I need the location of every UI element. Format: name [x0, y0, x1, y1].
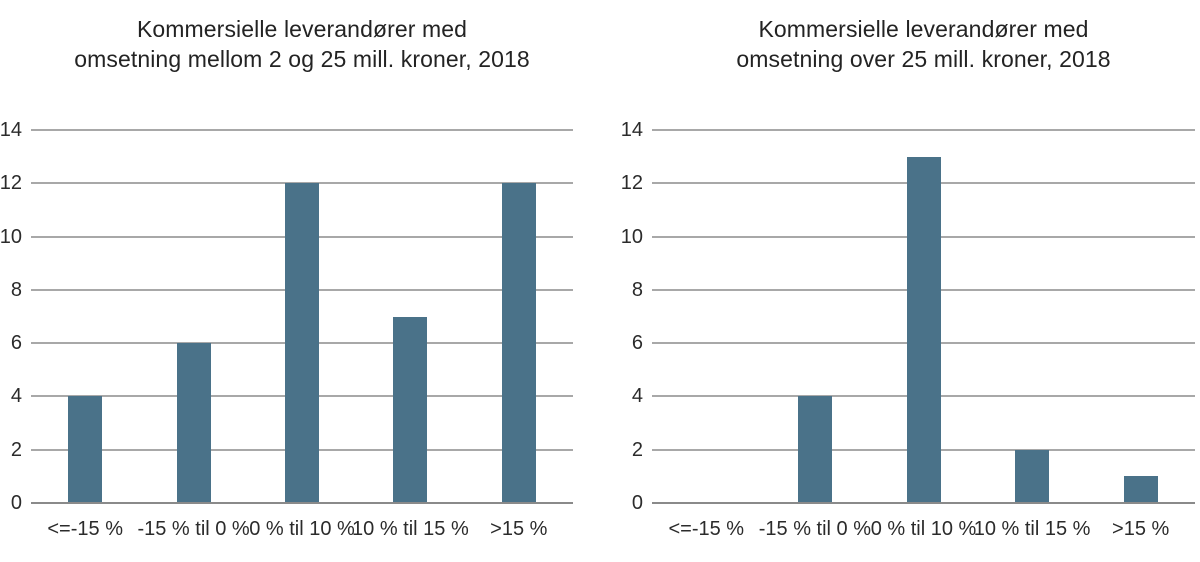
y-tick-label: 14 — [620, 119, 643, 141]
x-tick-label: <=-15 % — [47, 518, 123, 540]
chart-left-title: Kommersielle leverandører med omsetning … — [31, 14, 573, 74]
x-axis-line — [31, 502, 573, 504]
bar — [502, 183, 536, 503]
x-tick-label: -15 % til 0 % — [758, 518, 872, 540]
y-tick-label: 10 — [620, 225, 643, 248]
y-tick-label: 2 — [10, 438, 22, 461]
chart-right-plot-area — [652, 129, 1195, 504]
y-tick-label: 4 — [631, 385, 643, 408]
x-tick-label: >15 % — [490, 518, 548, 540]
gridline — [652, 129, 1195, 131]
bar — [177, 343, 211, 503]
x-tick-label: <=-15 % — [668, 518, 745, 540]
bar — [393, 316, 427, 503]
y-tick-label: 4 — [10, 385, 22, 408]
chart-left-title-line1: Kommersielle leverandører med — [136, 16, 468, 42]
bar — [1124, 476, 1158, 503]
y-tick-label: 12 — [620, 172, 643, 195]
chart-right-title: Kommersielle leverandører med omsetning … — [652, 14, 1195, 74]
y-tick-label: 8 — [10, 278, 22, 301]
y-tick-label: 2 — [631, 438, 643, 461]
chart-right-title-line2: omsetning over 25 mill. kroner, 2018 — [736, 46, 1111, 72]
x-tick-label: -15 % til 0 % — [137, 518, 250, 540]
bar — [907, 156, 941, 503]
bar — [798, 396, 832, 503]
y-tick-label: 8 — [631, 278, 643, 301]
y-tick-label: 6 — [10, 332, 22, 355]
x-tick-label: >15 % — [1112, 518, 1170, 540]
bar — [285, 183, 319, 503]
y-tick-label: 6 — [631, 332, 643, 355]
bar — [1015, 449, 1049, 503]
gridline — [31, 129, 573, 131]
y-tick-label: 14 — [0, 119, 22, 141]
x-tick-label: 10 % til 15 % — [352, 518, 469, 540]
x-tick-label: 0 % til 10 % — [870, 518, 977, 540]
x-tick-label: 0 % til 10 % — [249, 518, 355, 540]
x-tick-label: 10 % til 15 % — [973, 518, 1091, 540]
chart-left-title-line2: omsetning mellom 2 og 25 mill. kroner, 2… — [74, 46, 530, 72]
y-tick-label: 0 — [10, 492, 22, 514]
y-tick-label: 12 — [0, 172, 22, 195]
bar — [68, 396, 102, 503]
y-tick-label: 0 — [631, 492, 643, 514]
x-axis-line — [652, 502, 1195, 504]
chart-left-plot-area — [31, 129, 573, 504]
chart-right-title-line1: Kommersielle leverandører med — [758, 16, 1089, 42]
y-tick-label: 10 — [0, 225, 22, 248]
